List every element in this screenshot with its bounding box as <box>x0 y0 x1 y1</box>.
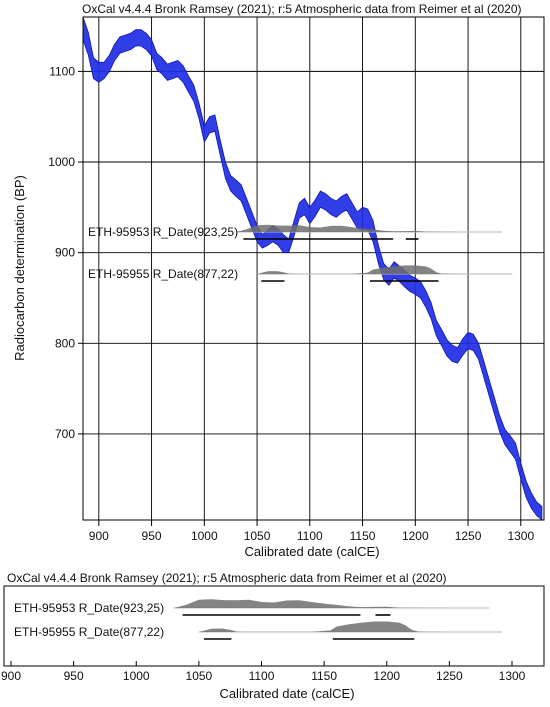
top-y-axis-label: Radiocarbon determination (BP) <box>12 175 27 361</box>
bottom-x-tick-label: 1100 <box>249 669 275 683</box>
bottom-chart-title: OxCal v4.4.4 Bronk Ramsey (2021); r:5 At… <box>7 571 447 585</box>
bottom-x-tick-label: 1200 <box>373 669 400 683</box>
top-x-axis-label: Calibrated date (calCE) <box>244 544 379 559</box>
bottom-x-tick-labels: 900 950 1000 1050 1100 1150 1200 1250 1300 <box>1 669 526 683</box>
top-y-tick-label: 900 <box>55 246 75 260</box>
top-y-tick-label: 700 <box>55 427 75 441</box>
top-x-tick-label: 1000 <box>191 529 218 543</box>
top-chart-title: OxCal v4.4.4 Bronk Ramsey (2021); r:5 At… <box>82 2 522 16</box>
top-x-tick-labels: 900 950 1000 1050 1100 1150 1200 1250 1300 <box>89 529 535 543</box>
bottom-x-tick-label: 1050 <box>186 669 213 683</box>
sample-probability-distribution <box>173 599 490 608</box>
bottom-plot-frame <box>3 585 545 667</box>
top-x-tick-label: 1100 <box>297 529 323 543</box>
top-x-tick-label: 1150 <box>350 529 376 543</box>
bottom-x-axis-label: Calibrated date (calCE) <box>219 686 354 701</box>
top-y-tick-labels: 700 800 900 1000 1100 <box>48 64 75 441</box>
sample-probability-distribution <box>198 621 502 632</box>
bottom-sample-label: ETH-95953 R_Date(923,25) <box>14 601 164 615</box>
bottom-x-tick-label: 1150 <box>311 669 337 683</box>
top-x-tick-label: 1250 <box>455 529 482 543</box>
sample-probability-distribution <box>236 224 502 232</box>
top-x-tick-label: 1050 <box>244 529 271 543</box>
sample-probability-distribution <box>257 265 513 274</box>
top-x-tick-label: 1200 <box>402 529 429 543</box>
top-sample-label: ETH-95955 R_Date(877,22) <box>88 267 238 281</box>
bottom-grid <box>10 661 513 666</box>
top-y-tick-label: 800 <box>55 336 75 350</box>
bottom-sample-label: ETH-95955 R_Date(877,22) <box>14 625 164 639</box>
top-x-tick-label: 900 <box>89 529 109 543</box>
top-plot-frame <box>82 16 545 521</box>
top-sample-label: ETH-95953 R_Date(923,25) <box>88 225 238 239</box>
top-x-tick-label: 1300 <box>507 529 534 543</box>
top-sample-distributions: ETH-95953 R_Date(923,25) ETH-95955 R_Date… <box>88 224 513 282</box>
bottom-x-tick-label: 1000 <box>123 669 150 683</box>
bottom-x-tick-label: 1300 <box>499 669 526 683</box>
bottom-x-tick-label: 900 <box>1 669 21 683</box>
bottom-sample-distributions: ETH-95953 R_Date(923,25) ETH-95955 R_Date… <box>14 599 502 640</box>
top-y-tick-label: 1100 <box>49 64 75 78</box>
top-y-tick-label: 1000 <box>48 155 75 169</box>
bottom-x-tick-label: 950 <box>64 669 84 683</box>
top-x-tick-label: 950 <box>142 529 162 543</box>
bottom-x-tick-label: 1250 <box>436 669 463 683</box>
